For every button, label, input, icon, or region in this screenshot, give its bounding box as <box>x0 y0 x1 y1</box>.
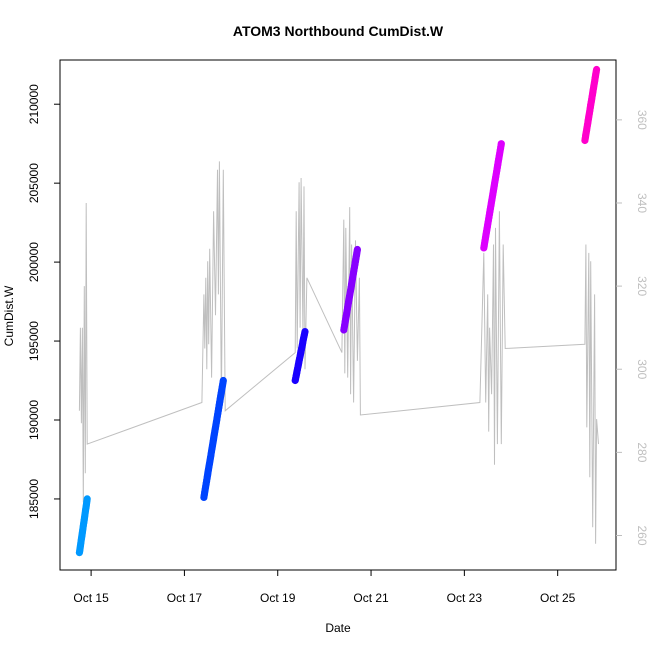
x-tick-label: Oct 17 <box>167 591 203 605</box>
y-tick-label: 200000 <box>27 242 41 282</box>
data-point <box>301 328 309 336</box>
plot-box <box>59 59 617 571</box>
y-axis-right: 260 280 300 320 340 360 <box>616 110 649 546</box>
y-tick-label: 190000 <box>27 400 41 440</box>
y2-tick-label: 340 <box>635 193 649 213</box>
x-tick-label: Oct 19 <box>260 591 296 605</box>
y-tick-label: 185000 <box>27 479 41 519</box>
data-point <box>219 376 227 385</box>
data-point <box>353 245 361 254</box>
series-4 <box>340 245 361 334</box>
data-point <box>593 65 601 74</box>
x-tick-label: Oct 23 <box>447 591 483 605</box>
series-6 <box>581 65 601 145</box>
y2-tick-label: 260 <box>635 525 649 545</box>
chart-title: ATOM3 Northbound CumDist.W <box>233 23 444 39</box>
series-3 <box>291 328 309 385</box>
points-layer <box>75 65 601 557</box>
y-axis-label: CumDist.W <box>2 285 16 346</box>
y-tick-label: 205000 <box>27 163 41 203</box>
series-5 <box>480 140 505 252</box>
y2-tick-label: 280 <box>635 442 649 462</box>
y-axis: 185000 190000 195000 200000 205000 210000 <box>27 84 60 519</box>
x-tick-label: Oct 25 <box>540 591 576 605</box>
data-point <box>497 140 505 148</box>
y-tick-label: 195000 <box>27 321 41 361</box>
data-point <box>83 495 91 503</box>
y2-tick-label: 360 <box>635 110 649 130</box>
x-tick-label: Oct 15 <box>73 591 109 605</box>
x-axis: Oct 15 Oct 17 Oct 19 Oct 21 Oct 23 Oct 25 <box>73 570 576 605</box>
x-axis-label: Date <box>325 621 351 635</box>
y2-tick-label: 300 <box>635 359 649 379</box>
secondary-series-line <box>78 161 599 544</box>
secondary-series-layer <box>78 161 599 544</box>
y2-tick-label: 320 <box>635 276 649 296</box>
series-2 <box>200 376 227 501</box>
series-1 <box>75 495 91 557</box>
x-tick-label: Oct 21 <box>353 591 389 605</box>
y-tick-label: 210000 <box>27 84 41 124</box>
